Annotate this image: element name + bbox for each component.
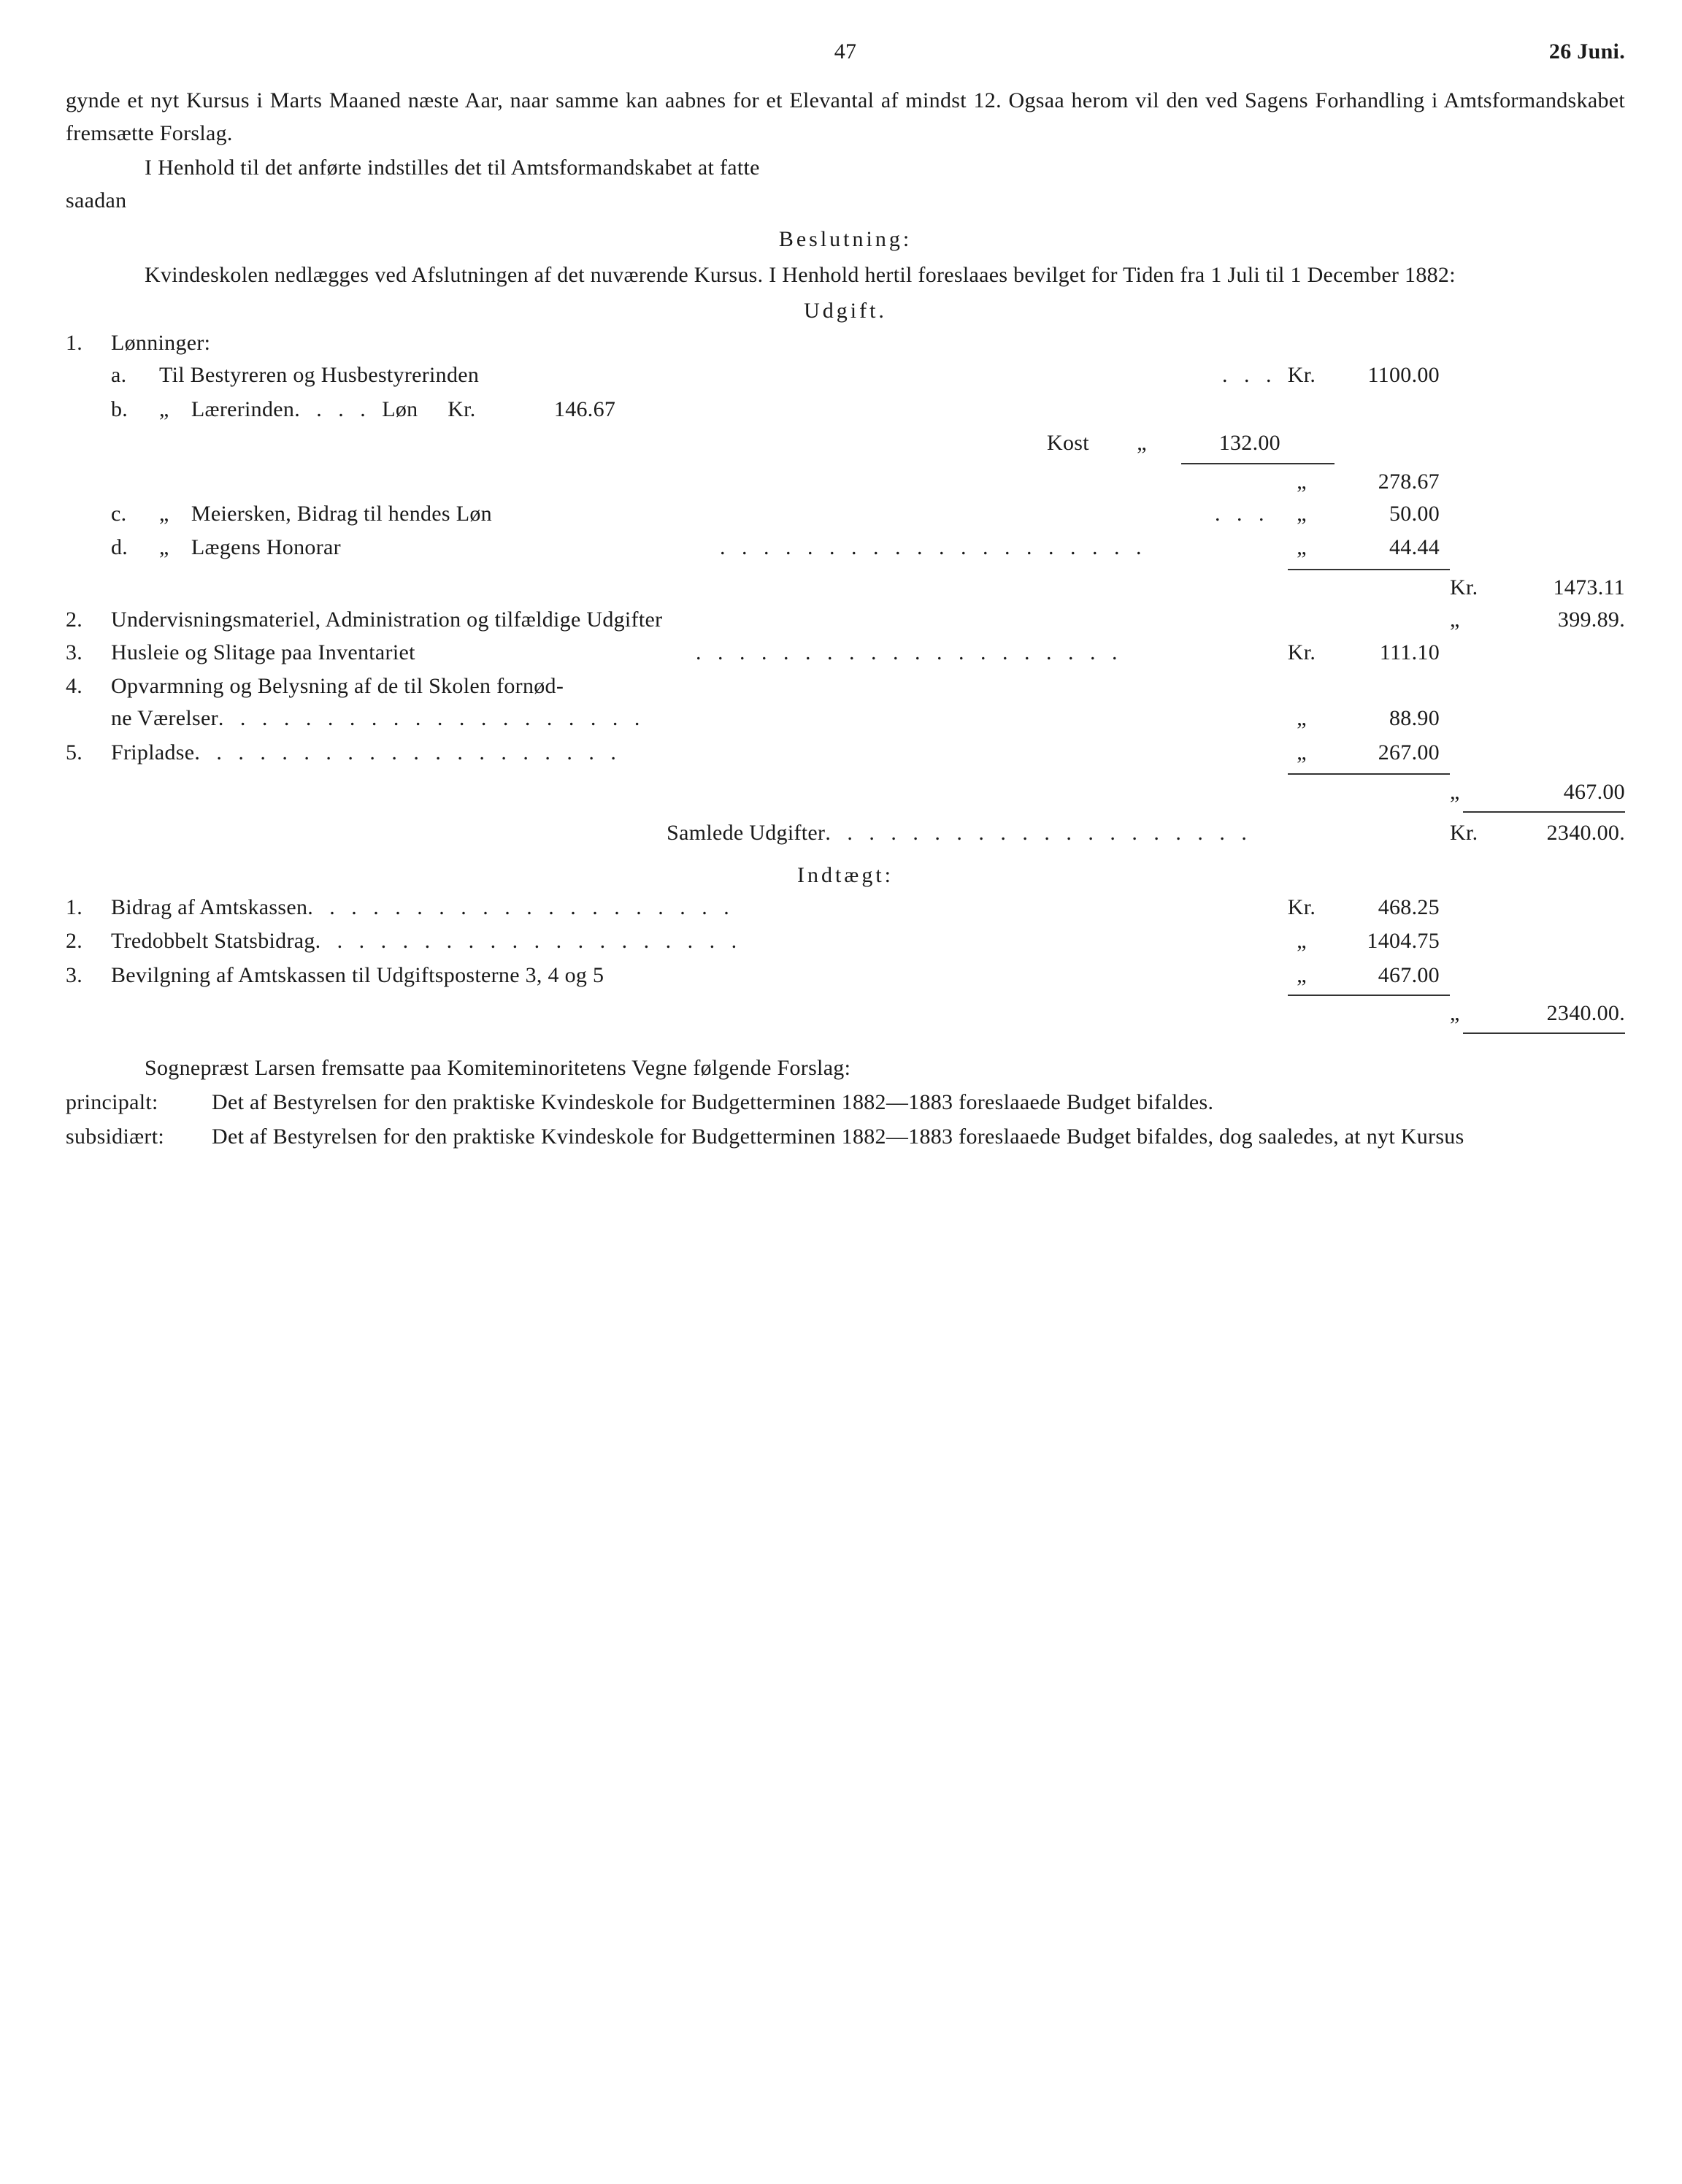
num-1: 1.	[66, 892, 111, 924]
heading-beslutning: Beslutning:	[66, 223, 1625, 256]
page-number: 47	[585, 35, 1105, 68]
heading-indtaegt: Indtægt:	[66, 859, 1625, 892]
udgift-s1-amt: 1473.11	[1501, 572, 1625, 604]
rule	[1463, 1032, 1625, 1034]
rule	[1463, 811, 1625, 813]
ind-3-amt: 467.00	[1323, 959, 1443, 992]
dot-fill	[315, 925, 1280, 959]
udgift-1-label: Lønninger:	[111, 327, 1625, 359]
resolution-text: Kvindeskolen nedlægges ved Afslutningen …	[66, 258, 1625, 291]
rule	[1288, 995, 1450, 996]
udgift-4-text-b: ne Værelser	[111, 702, 218, 735]
sub-a: a.	[111, 359, 159, 391]
intro-para-2b: saadan	[66, 184, 1625, 217]
closing-para: Sognepræst Larsen fremsatte paa Komitemi…	[66, 1051, 1625, 1084]
udgift-s1-unit: Kr.	[1443, 572, 1501, 604]
udgift-d-unit: „	[1280, 532, 1323, 564]
udgift-b1-label: Løn	[382, 394, 448, 426]
heading-udgift: Udgift.	[66, 294, 1625, 327]
udgift-3-text: Husleie og Slitage paa Inventariet	[111, 637, 696, 669]
page-date: 26 Juni.	[1549, 39, 1625, 64]
ind-2-text: Tredobbelt Statsbidrag	[111, 925, 315, 957]
subsidiart-body: Det af Bestyrelsen for den praktiske Kvi…	[212, 1120, 1625, 1153]
udgift-grand-unit: Kr.	[1443, 817, 1501, 849]
sub-b: b.	[111, 394, 159, 426]
num-3: 3.	[66, 959, 111, 992]
udgift-2-unit: „	[1443, 604, 1501, 636]
udgift-c-text: „ Meiersken, Bidrag til hendes Løn	[159, 498, 1215, 530]
udgift-s2-unit: „	[1443, 776, 1501, 808]
udgift-d-text: „ Lægens Honorar	[159, 532, 720, 564]
page-header: 47 26 Juni.	[66, 35, 1625, 68]
udgift-b-total-unit: „	[1280, 466, 1323, 498]
udgift-3-amt: 111.10	[1323, 637, 1443, 669]
rule	[1288, 773, 1450, 775]
udgift-a-text: Til Bestyreren og Husbestyrerinden	[159, 359, 1222, 391]
sub-c: c.	[111, 498, 159, 530]
udgift-d-amt: 44.44	[1323, 532, 1443, 564]
rule	[1181, 463, 1335, 464]
udgift-grand-amt: 2340.00.	[1501, 817, 1625, 849]
ind-total-unit: „	[1443, 997, 1501, 1030]
subsidiart-label: subsidiært:	[66, 1120, 212, 1153]
udgift-a-unit: Kr.	[1280, 359, 1323, 391]
ind-3-text: Bevilgning af Amtskassen til Udgiftspost…	[111, 959, 1280, 992]
udgift-5-unit: „	[1280, 737, 1323, 769]
principalt-body: Det af Bestyrelsen for den praktiske Kvi…	[212, 1086, 1625, 1119]
ind-1-unit: Kr.	[1280, 892, 1323, 924]
num-1: 1.	[66, 327, 111, 359]
ind-3-unit: „	[1280, 959, 1323, 992]
udgift-3-unit: Kr.	[1280, 637, 1323, 669]
udgift-b1-unit: Kr.	[448, 394, 506, 426]
udgift-4-text-a: Opvarmning og Belysning af de til Skolen…	[111, 670, 1280, 702]
udgift-b1-amt: 146.67	[506, 394, 615, 426]
udgift-c-unit: „	[1280, 498, 1323, 530]
dot-fill	[1222, 359, 1280, 393]
proposal-principalt: principalt: Det af Bestyrelsen for den p…	[66, 1086, 1625, 1119]
udgift-b-total-amt: 278.67	[1323, 466, 1443, 498]
dot-fill	[194, 737, 1280, 770]
udgift-4-unit: „	[1280, 702, 1323, 735]
udgift-b-text: „ Lærerinden	[159, 394, 294, 426]
ind-1-amt: 468.25	[1323, 892, 1443, 924]
ind-1-text: Bidrag af Amtskassen	[111, 892, 307, 924]
num-3: 3.	[66, 637, 111, 669]
num-4: 4.	[66, 670, 111, 702]
udgift-c-amt: 50.00	[1323, 498, 1443, 530]
principalt-label: principalt:	[66, 1086, 212, 1119]
proposal-subsidiart: subsidiært: Det af Bestyrelsen for den p…	[66, 1120, 1625, 1153]
dot-fill	[1215, 498, 1280, 532]
rule	[1288, 569, 1450, 570]
num-5: 5.	[66, 737, 111, 769]
num-2: 2.	[66, 604, 111, 636]
udgift-s2-amt: 467.00	[1501, 776, 1625, 808]
udgift-4-amt: 88.90	[1323, 702, 1443, 735]
ind-2-amt: 1404.75	[1323, 925, 1443, 957]
udgift-2-amt: 399.89.	[1501, 604, 1625, 636]
dot-fill	[720, 532, 1280, 565]
udgift-b2-label: Kost	[1047, 427, 1113, 459]
indtaegt-block: 1. Bidrag af Amtskassen Kr. 468.25 2. Tr…	[66, 892, 1625, 1035]
udgift-a-amt: 1100.00	[1323, 359, 1443, 391]
dot-fill	[218, 702, 1280, 736]
dot-fill	[294, 394, 382, 427]
intro-para-1: gynde et nyt Kursus i Marts Maaned næste…	[66, 84, 1625, 150]
ind-2-unit: „	[1280, 925, 1323, 957]
sub-d: d.	[111, 532, 159, 564]
udgift-2-text: Undervisningsmateriel, Administration og…	[111, 604, 1443, 636]
udgift-b2-amt: 132.00	[1171, 427, 1280, 459]
udgift-5-amt: 267.00	[1323, 737, 1443, 769]
dot-fill	[696, 637, 1280, 670]
intro-para-2a: I Henhold til det anførte indstilles det…	[66, 151, 1625, 184]
dot-fill	[825, 817, 1443, 851]
dot-fill	[307, 892, 1280, 925]
num-2: 2.	[66, 925, 111, 957]
udgift-b2-unit: „	[1113, 427, 1171, 459]
udgift-grand-label: Samlede Udgifter	[667, 817, 825, 849]
udgift-block: 1. Lønninger: a. Til Bestyreren og Husbe…	[66, 327, 1625, 851]
udgift-5-text: Fripladse	[111, 737, 194, 769]
ind-total-amt: 2340.00.	[1501, 997, 1625, 1030]
